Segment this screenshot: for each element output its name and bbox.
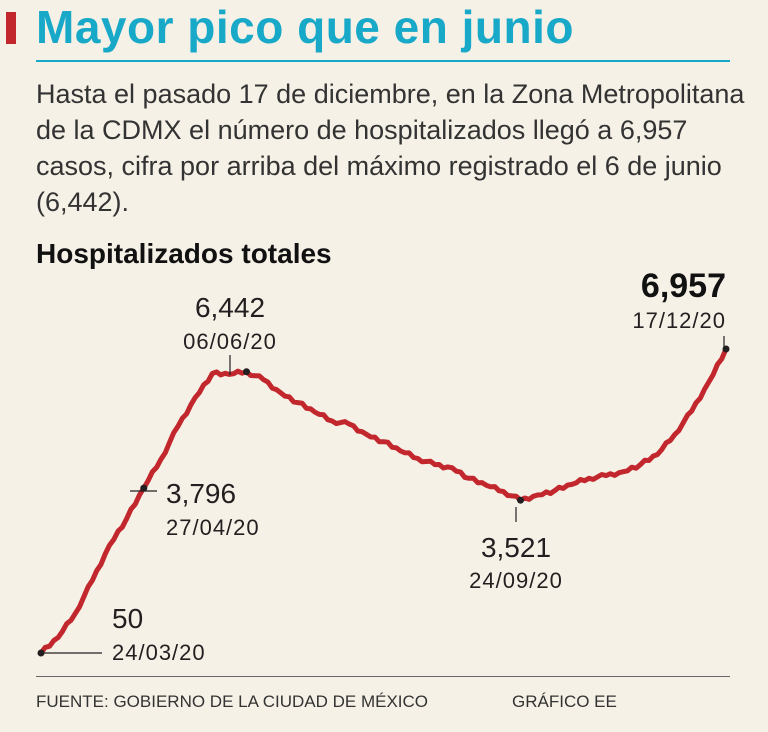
annotation-date-start: 24/03/20 xyxy=(112,640,206,665)
series-layer xyxy=(37,345,730,657)
annotation-date-sep: 24/09/20 xyxy=(469,568,563,593)
accent-bar xyxy=(6,12,16,44)
annotation-value-apr: 3,796 xyxy=(166,478,236,509)
annotation-date-apr: 27/04/20 xyxy=(166,515,260,540)
data-point-sep xyxy=(517,496,524,504)
headline: Mayor pico que en junio xyxy=(36,1,574,53)
annotations: 50 24/03/20 3,796 27/04/20 6,442 06/06/2… xyxy=(112,267,726,665)
intro-paragraph: Hasta el pasado 17 de diciembre, en la Z… xyxy=(36,79,745,217)
data-point-jun xyxy=(243,368,250,376)
footer-rule xyxy=(36,676,730,677)
data-point-start xyxy=(37,649,45,657)
leader-lines xyxy=(44,336,725,654)
headline-rule xyxy=(36,60,730,62)
chart-title: Hospitalizados totales xyxy=(36,238,332,269)
series-line-hospitalizados xyxy=(38,346,729,656)
data-point-apr xyxy=(140,484,148,492)
annotation-value-end: 6,957 xyxy=(641,267,726,305)
annotation-value-start: 50 xyxy=(112,603,143,634)
source-note: FUENTE: GOBIERNO DE LA CIUDAD DE MÉXICO xyxy=(36,692,429,711)
annotation-value-jun: 6,442 xyxy=(195,292,265,323)
annotation-date-end: 17/12/20 xyxy=(632,308,726,333)
annotation-value-sep: 3,521 xyxy=(481,532,551,563)
graphic-credit: GRÁFICO EE xyxy=(512,692,617,711)
annotation-date-jun: 06/06/20 xyxy=(183,329,277,354)
